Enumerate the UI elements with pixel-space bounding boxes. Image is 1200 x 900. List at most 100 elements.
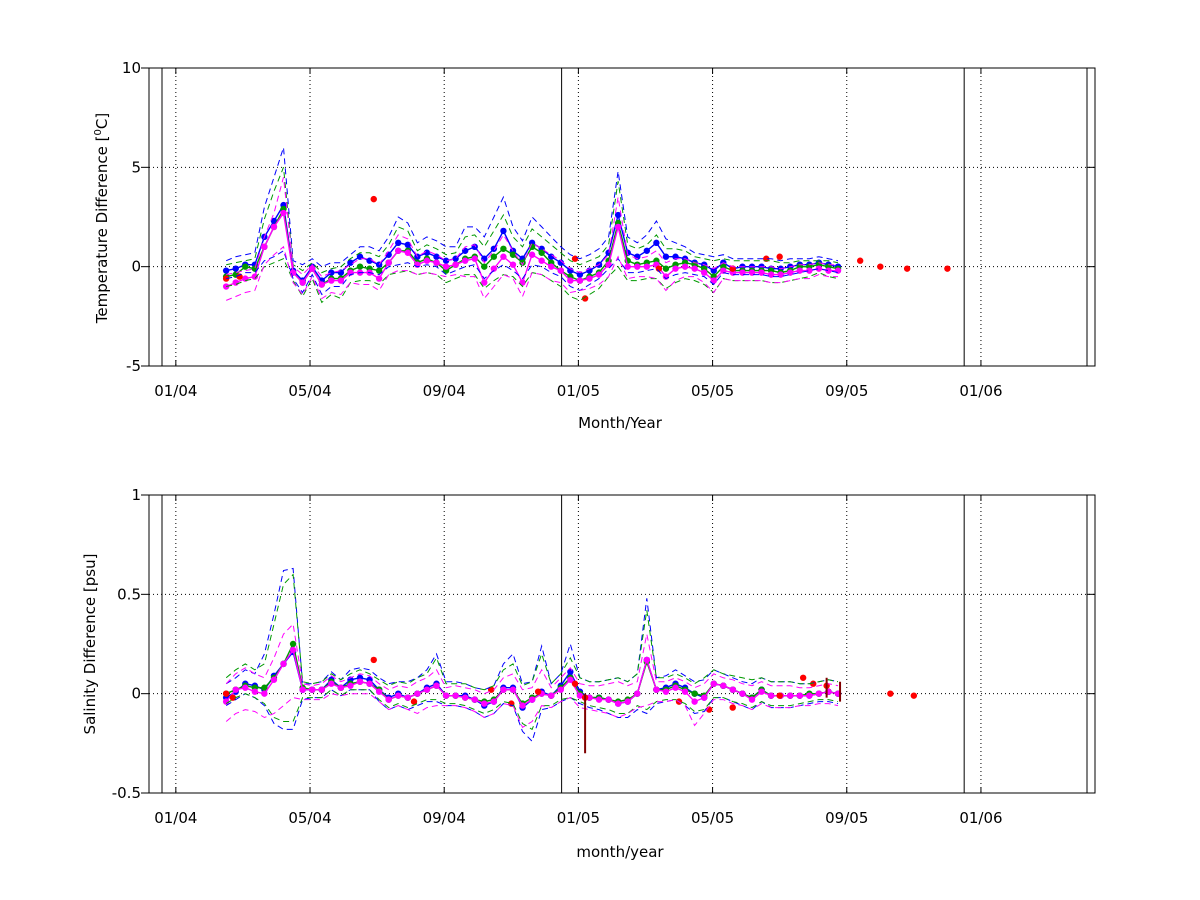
temperature-magenta-point <box>700 269 708 276</box>
salinity-green-point <box>691 690 698 697</box>
temperature-blue-point <box>347 259 354 266</box>
salinity-magenta-point <box>299 686 306 693</box>
temperature-green-point <box>509 251 517 258</box>
salinity-x-tick-label: 05/05 <box>691 809 734 827</box>
salinity-magenta-point <box>806 692 813 699</box>
salinity-axes-box <box>148 494 1096 794</box>
salinity-green-point <box>261 684 268 691</box>
temperature-magenta-point <box>557 267 564 274</box>
salinity-red-point <box>410 698 418 705</box>
salinity-magenta-point <box>251 688 259 695</box>
salinity-magenta-point <box>309 686 316 693</box>
temperature-magenta-point <box>318 281 325 288</box>
salinity-magenta-point <box>720 682 727 689</box>
temperature-red-point <box>222 275 230 282</box>
salinity-magenta-point <box>385 696 392 703</box>
salinity-magenta-point <box>404 694 412 701</box>
temperature-magenta-point <box>834 267 842 274</box>
salinity-x-tick-label: 09/05 <box>825 809 868 827</box>
temperature-magenta-point <box>375 275 383 282</box>
salinity-magenta-point <box>681 688 689 695</box>
temperature-blue-point <box>395 239 402 247</box>
salinity-magenta-point <box>519 702 526 709</box>
salinity-red-point <box>887 690 894 697</box>
temperature-red-point <box>236 273 243 280</box>
temperature-magenta-point <box>490 265 498 272</box>
temperature-green-point <box>538 249 545 256</box>
salinity-red-point <box>776 692 783 699</box>
salinity-x-tick-label: 09/04 <box>423 809 466 827</box>
salinity-magenta-point <box>261 690 268 697</box>
salinity-magenta-point <box>375 688 383 695</box>
salinity-magenta-point <box>691 698 698 705</box>
temperature-magenta-point <box>758 269 765 276</box>
temperature-magenta-point <box>672 265 679 272</box>
temperature-blue-point <box>328 269 335 276</box>
salinity-magenta-point <box>232 686 239 693</box>
temperature-green-point <box>519 259 526 266</box>
temperature-blue-point <box>710 267 717 274</box>
temperature-magenta-point <box>767 271 775 278</box>
salinity-y-tick-label: 1 <box>131 486 141 504</box>
temperature-magenta-point <box>586 275 593 282</box>
salinity-magenta-point <box>567 676 574 683</box>
temperature-blue-point <box>423 249 431 256</box>
temperature-magenta-point <box>691 265 698 272</box>
temperature-magenta-point <box>500 253 507 260</box>
temperature-magenta-point <box>643 263 651 270</box>
temperature-magenta-point <box>509 261 517 268</box>
salinity-red-point <box>370 656 377 664</box>
salinity-red-point <box>910 692 918 699</box>
salinity-y-tick-label: 0.5 <box>117 585 141 603</box>
temperature-magenta-point <box>720 267 727 274</box>
salinity-magenta-point <box>347 682 354 689</box>
temperature-magenta-point <box>251 273 259 280</box>
salinity-magenta-point <box>433 682 440 689</box>
salinity-red-point <box>810 680 817 687</box>
temperature-green-point <box>375 267 383 274</box>
salinity-magenta-point <box>481 700 488 707</box>
temperature-magenta-point <box>777 271 784 278</box>
temperature-blue-point <box>442 257 450 264</box>
salinity-red-point <box>534 688 542 695</box>
temperature-axes-box <box>148 67 1096 367</box>
salinity-y-axis-label: Salinity Difference [psu] <box>81 554 99 735</box>
temperature-magenta-point <box>538 257 545 264</box>
salinity-magenta-point <box>787 692 794 699</box>
salinity-magenta-point <box>748 696 756 703</box>
salinity-magenta-point <box>461 694 469 701</box>
temperature-magenta-point <box>328 277 335 284</box>
temperature-magenta-point <box>825 267 832 274</box>
temperature-magenta-lower-band <box>226 245 838 301</box>
temperature-magenta-point <box>270 223 278 231</box>
salinity-magenta-point <box>653 686 660 693</box>
temperature-blue-point <box>232 265 239 272</box>
temperature-magenta-point <box>309 265 316 272</box>
temperature-red-point <box>877 263 884 270</box>
temperature-panel: Temperature Difference [0C] Month/Year 0… <box>93 59 1096 432</box>
temperature-magenta-point <box>576 277 584 284</box>
temperature-red-point <box>903 265 911 272</box>
salinity-magenta-point <box>423 686 431 693</box>
temperature-blue-point <box>548 253 555 260</box>
salinity-x-tick-label: 01/05 <box>557 809 600 827</box>
salinity-y-tick-label: -0.5 <box>112 784 141 802</box>
temperature-magenta-point <box>787 269 794 276</box>
temperature-magenta-point <box>337 277 345 284</box>
temperature-magenta-point <box>528 251 536 258</box>
temperature-blue-point <box>643 247 651 254</box>
salinity-magenta-point <box>509 686 517 693</box>
temperature-magenta-point <box>280 209 287 217</box>
salinity-magenta-point <box>337 684 345 691</box>
salinity-magenta-point <box>643 656 651 664</box>
salinity-magenta-point <box>624 698 631 705</box>
temperature-y-axis-label: Temperature Difference [0C] <box>93 113 111 324</box>
temperature-magenta-point <box>806 267 813 274</box>
temperature-y-tick-label: -5 <box>126 357 141 375</box>
temperature-green-point <box>356 263 364 270</box>
temperature-magenta-point <box>261 243 268 250</box>
temperature-magenta-point <box>796 267 803 274</box>
temperature-y-tick-label: 0 <box>131 258 141 276</box>
salinity-red-point <box>222 690 230 697</box>
